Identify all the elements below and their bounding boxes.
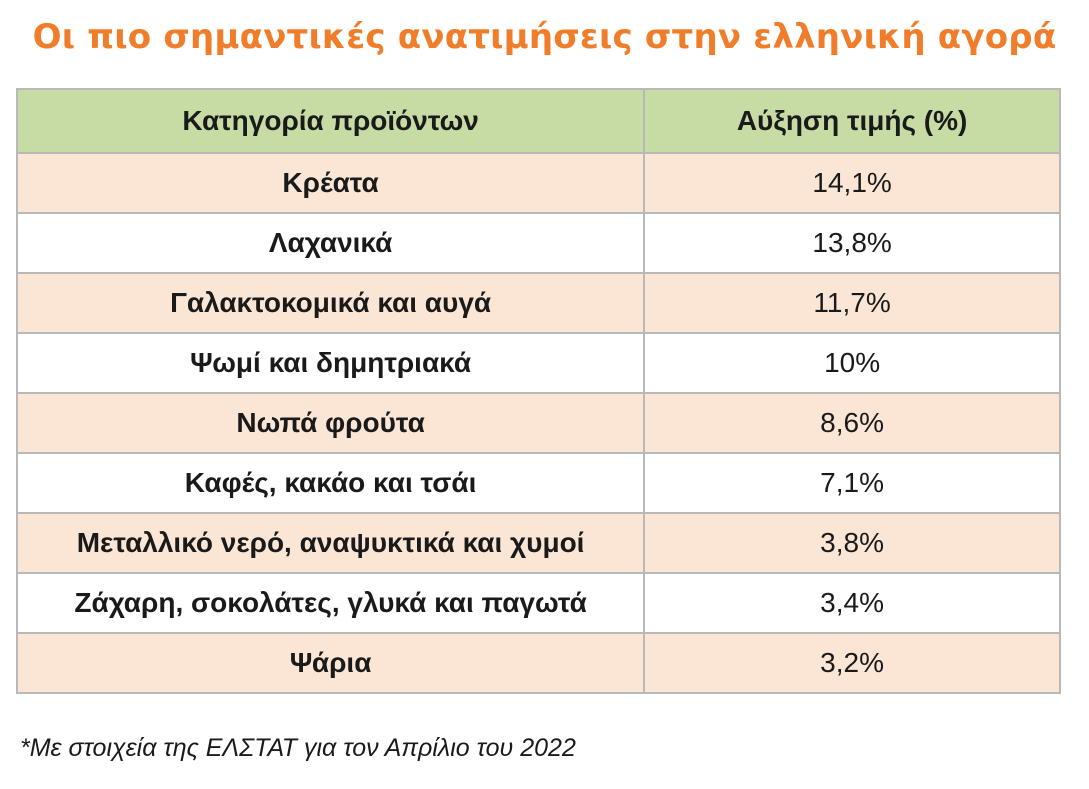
table-row: Γαλακτοκομικά και αυγά 11,7% (15, 272, 1061, 334)
table-row: Ψωμί και δημητριακά 10% (15, 332, 1061, 394)
table-row: Καφές, κακάο και τσάι 7,1% (15, 452, 1061, 514)
price-increase-table: Κατηγορία προϊόντων Αύξηση τιμής (%) Κρέ… (15, 88, 1061, 694)
category-cell: Καφές, κακάο και τσάι (15, 452, 646, 514)
value-cell: 8,6% (643, 392, 1061, 454)
value-cell: 3,4% (643, 572, 1061, 634)
table-header-row: Κατηγορία προϊόντων Αύξηση τιμής (%) (15, 88, 1061, 154)
value-cell: 3,2% (643, 632, 1061, 694)
value-cell: 10% (643, 332, 1061, 394)
category-cell: Ζάχαρη, σοκολάτες, γλυκά και παγωτά (15, 572, 646, 634)
column-header-category: Κατηγορία προϊόντων (15, 88, 646, 154)
value-cell: 13,8% (643, 212, 1061, 274)
table-row: Λαχανικά 13,8% (15, 212, 1061, 274)
category-cell: Λαχανικά (15, 212, 646, 274)
page-title: Οι πιο σημαντικές ανατιμήσεις στην ελλην… (32, 17, 1057, 57)
table-row: Μεταλλικό νερό, αναψυκτικά και χυμοί 3,8… (15, 512, 1061, 574)
category-cell: Κρέατα (15, 152, 646, 214)
value-cell: 3,8% (643, 512, 1061, 574)
value-cell: 14,1% (643, 152, 1061, 214)
category-cell: Γαλακτοκομικά και αυγά (15, 272, 646, 334)
category-cell: Νωπά φρούτα (15, 392, 646, 454)
value-cell: 11,7% (643, 272, 1061, 334)
category-cell: Ψωμί και δημητριακά (15, 332, 646, 394)
category-cell: Ψάρια (15, 632, 646, 694)
value-cell: 7,1% (643, 452, 1061, 514)
table-row: Νωπά φρούτα 8,6% (15, 392, 1061, 454)
table-row: Ψάρια 3,2% (15, 632, 1061, 694)
source-footnote: *Με στοιχεία της ΕΛΣΤΑΤ για τον Απρίλιο … (20, 734, 576, 762)
category-cell: Μεταλλικό νερό, αναψυκτικά και χυμοί (15, 512, 646, 574)
table-row: Ζάχαρη, σοκολάτες, γλυκά και παγωτά 3,4% (15, 572, 1061, 634)
table-row: Κρέατα 14,1% (15, 152, 1061, 214)
column-header-price-increase: Αύξηση τιμής (%) (643, 88, 1061, 154)
